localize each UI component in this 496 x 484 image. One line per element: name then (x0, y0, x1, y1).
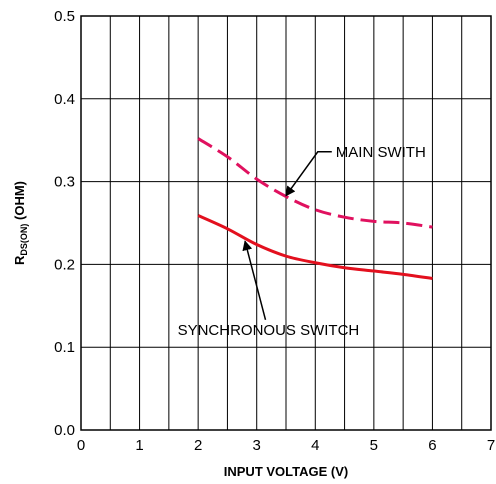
y-tick-label: 0.1 (54, 339, 75, 356)
plot-frame (80, 15, 492, 431)
x-tick-label: 2 (194, 437, 202, 454)
synchronous-switch-line (197, 214, 433, 280)
annotations: MAIN SWITH SYNCHRONOUS SWITCH (178, 144, 426, 339)
y-tick-label: 0.4 (54, 91, 75, 108)
x-axis-title: INPUT VOLTAGE (V) (224, 464, 348, 479)
y-axis-title-sub: DS(ON) (19, 224, 29, 256)
data-series (197, 137, 433, 280)
x-tick-label: 7 (487, 437, 495, 454)
x-tick-label: 4 (311, 437, 319, 454)
x-tick-label: 6 (428, 437, 436, 454)
x-tick-label: 3 (253, 437, 261, 454)
synchronous-switch-label: SYNCHRONOUS SWITCH (178, 322, 360, 339)
synchronous-switch-arrow (242, 240, 267, 320)
y-tick-label: 0.3 (54, 174, 75, 191)
y-axis-title-main: R (12, 255, 27, 265)
x-tick-label: 0 (77, 437, 85, 454)
y-tick-labels: 0.0 0.1 0.2 0.3 0.4 0.5 (54, 8, 75, 439)
main-switch-label: MAIN SWITH (336, 144, 426, 161)
y-tick-label: 0.2 (54, 256, 75, 273)
y-axis-title-unit: (OHM) (12, 181, 27, 224)
y-axis-title: RDS(ON) (OHM) (12, 181, 29, 265)
x-tick-labels: 0 1 2 3 4 5 6 7 (77, 437, 495, 454)
y-tick-label: 0.0 (54, 422, 75, 439)
main-switch-arrow (285, 151, 332, 197)
x-tick-label: 1 (135, 437, 143, 454)
grid-lines (81, 16, 491, 430)
x-tick-label: 5 (370, 437, 378, 454)
y-tick-label: 0.5 (54, 8, 75, 25)
main-switch-line (197, 137, 433, 229)
